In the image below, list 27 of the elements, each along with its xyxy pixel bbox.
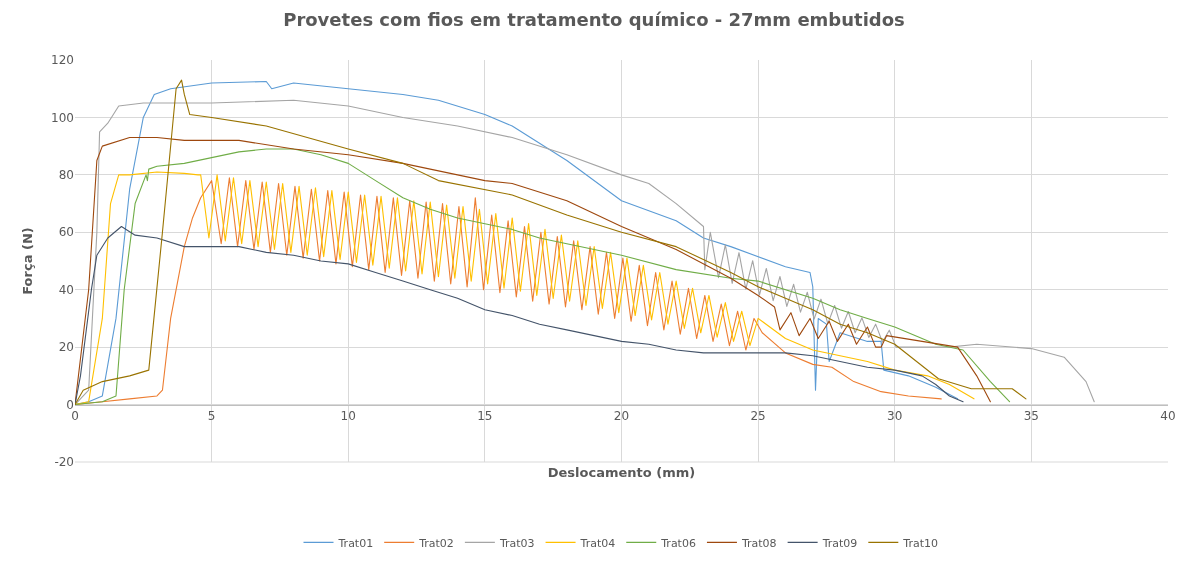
y-tick-label: 40 (58, 282, 74, 297)
legend-label: Trat03 (498, 536, 535, 550)
x-tick-label: 10 (340, 408, 356, 423)
x-tick-label: 25 (750, 408, 766, 423)
legend-label: Trat10 (902, 536, 938, 550)
x-tick-label: 20 (613, 408, 630, 423)
x-axis-title: Deslocamento (mm) (547, 464, 696, 480)
y-tick-label: 100 (51, 110, 74, 125)
legend-label: Trat01 (337, 536, 374, 550)
x-tick-label: 35 (1023, 408, 1040, 423)
legend-label: Trat04 (579, 536, 616, 550)
y-tick-label: 80 (58, 168, 74, 183)
x-tick-label: 15 (477, 408, 493, 423)
y-tick-label: 20 (58, 340, 74, 355)
legend-label: Trat02 (418, 536, 454, 550)
legend-label: Trat06 (660, 536, 696, 550)
y-tick-label: -20 (54, 455, 74, 470)
y-tick-label: 60 (58, 225, 74, 240)
y-tick-label: 0 (66, 397, 74, 412)
x-tick-label: 30 (887, 408, 903, 423)
legend-label: Trat09 (821, 536, 858, 550)
chart-title: Provetes com fios em tratamento químico - 27mm embutidos (283, 9, 905, 31)
y-tick-label: 120 (51, 53, 74, 68)
x-tick-label: 40 (1160, 408, 1176, 423)
x-tick-label: 5 (207, 408, 216, 423)
y-axis-title: Força (N) (20, 227, 36, 295)
legend-label: Trat08 (740, 536, 777, 550)
